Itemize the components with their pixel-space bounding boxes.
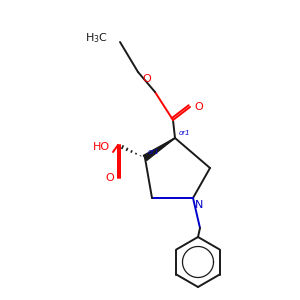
Text: HO: HO: [93, 142, 110, 152]
Text: H$_3$C: H$_3$C: [85, 31, 108, 45]
Text: O: O: [142, 74, 152, 84]
Text: O: O: [194, 102, 203, 112]
Text: or1: or1: [179, 130, 190, 136]
Text: O: O: [105, 173, 114, 183]
Text: N: N: [195, 200, 203, 210]
Text: or1: or1: [148, 149, 160, 155]
Polygon shape: [143, 138, 175, 160]
